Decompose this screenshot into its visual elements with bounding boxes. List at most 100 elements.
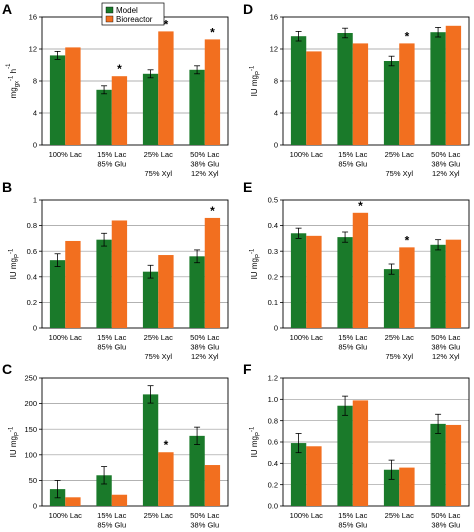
model-bar	[290, 36, 307, 146]
y-tick-label: 1.0	[268, 395, 278, 404]
category-label: 50% Lac	[431, 150, 460, 159]
y-tick-label: 0.8	[268, 416, 278, 425]
model-bar	[337, 237, 353, 328]
category-label: 100% Lac	[49, 333, 83, 342]
y-tick-label: 150	[24, 425, 37, 434]
legend-box	[101, 2, 165, 26]
bioreactor-bar	[204, 39, 221, 145]
category-label: 15% Lac	[97, 333, 126, 342]
y-tick-label: 0.8	[27, 221, 37, 230]
category-label: 100% Lac	[290, 150, 324, 159]
y-tick-label: 0.3	[268, 247, 278, 256]
bioreactor-bar	[352, 400, 369, 506]
y-axis-label-main: IU mg	[250, 436, 259, 457]
category-label: 15% Lac	[97, 511, 126, 520]
y-axis-label-main: mg	[9, 87, 18, 98]
y-axis-label-exponent: -1	[250, 65, 256, 71]
y-tick-label: 8	[274, 77, 278, 86]
panel-f: F 0.0 0.2 0.4 0.6 0.8 1.0 1.2 IU mgP-1 100% Lac 15…	[243, 361, 470, 530]
category-label: 50% Lac	[190, 511, 219, 520]
model-bar	[383, 269, 400, 328]
bioreactor-bar	[399, 247, 415, 328]
significance-star: *	[210, 204, 215, 218]
model-bar	[49, 55, 66, 145]
category-label: 50% Lac	[190, 333, 219, 342]
model-bar	[96, 89, 112, 145]
category-label: 85% Glu	[97, 521, 126, 530]
y-axis-label-exponent: -1	[9, 426, 15, 432]
y-tick-label: 0.4	[27, 272, 37, 281]
model-bar	[430, 423, 446, 506]
legend-swatch	[105, 15, 114, 23]
y-tick-label: 50	[29, 476, 37, 485]
y-tick-label: 0	[274, 141, 278, 150]
panel-letter: F	[243, 361, 252, 377]
y-tick-label: 4	[33, 109, 37, 118]
model-bar	[383, 469, 400, 506]
y-tick-label: 0	[33, 502, 37, 511]
significance-star: *	[164, 17, 169, 31]
y-tick-label: 16	[270, 13, 278, 22]
significance-star: *	[117, 62, 122, 76]
significance-star: *	[405, 29, 410, 43]
bioreactor-bar	[445, 424, 462, 506]
plot-frame	[282, 199, 470, 329]
y-axis-label-exponent: -1	[250, 248, 256, 254]
model-bar	[430, 244, 446, 328]
model-bar	[96, 239, 112, 328]
y-tick-label: 0.5	[268, 196, 278, 205]
category-label: 15% Lac	[338, 333, 367, 342]
category-label: 38% Glu	[190, 160, 219, 169]
bioreactor-bar	[111, 220, 128, 328]
significance-star: *	[210, 25, 215, 39]
y-tick-label: 0.4	[268, 459, 278, 468]
bioreactor-bar	[204, 217, 221, 328]
y-axis-label: IU mgP-1	[9, 248, 21, 279]
category-label: 38% Glu	[431, 343, 460, 352]
y-axis-label-subscript: P	[256, 71, 262, 75]
category-label: 85% Glu	[97, 343, 126, 352]
y-tick-label: 100	[24, 450, 37, 459]
bioreactor-bar	[445, 239, 462, 328]
y-tick-label: 0.1	[268, 298, 278, 307]
category-label: 50% Lac	[431, 333, 460, 342]
bioreactor-bar	[445, 25, 462, 145]
bioreactor-bar	[306, 235, 322, 328]
significance-star: *	[405, 233, 410, 247]
bioreactor-bar	[111, 76, 128, 145]
y-tick-label: 0.6	[268, 438, 278, 447]
bioreactor-bar	[158, 452, 174, 506]
category-label: 38% Glu	[190, 521, 219, 530]
bioreactor-bar	[399, 467, 415, 506]
category-label: 100% Lac	[49, 150, 83, 159]
y-tick-label: 0.0	[268, 502, 278, 511]
y-axis-label-main: IU mg	[9, 258, 18, 279]
y-axis-label-subscript: P	[256, 432, 262, 436]
y-axis-label-subscript: P	[256, 254, 262, 258]
y-axis-label: IU mgP-1	[250, 65, 262, 96]
bioreactor-bar	[306, 446, 322, 506]
legend-entry: Bioreactor	[116, 15, 153, 24]
y-axis-label-subscript: gx	[15, 81, 21, 87]
y-axis-label-exponent: -1	[9, 248, 15, 254]
y-tick-label: 0.2	[268, 480, 278, 489]
y-axis-label-exponent: -1	[250, 426, 256, 432]
panel-letter: C	[2, 361, 12, 377]
category-label: 12% Xyl	[191, 352, 219, 361]
y-tick-label: 4	[274, 109, 278, 118]
y-tick-label: 1	[33, 196, 37, 205]
model-bar	[142, 271, 159, 328]
category-label: 25% Lac	[144, 150, 173, 159]
model-bar	[430, 32, 446, 146]
bioreactor-bar	[204, 465, 221, 506]
category-label: 12% Xyl	[432, 352, 460, 361]
y-axis-label-main: IU mg	[250, 258, 259, 279]
category-label: 75% Xyl	[144, 169, 172, 178]
y-axis-label: IU mgP-1	[250, 248, 262, 279]
model-bar	[96, 475, 112, 506]
category-label: 25% Lac	[385, 150, 414, 159]
category-label: 100% Lac	[290, 333, 324, 342]
